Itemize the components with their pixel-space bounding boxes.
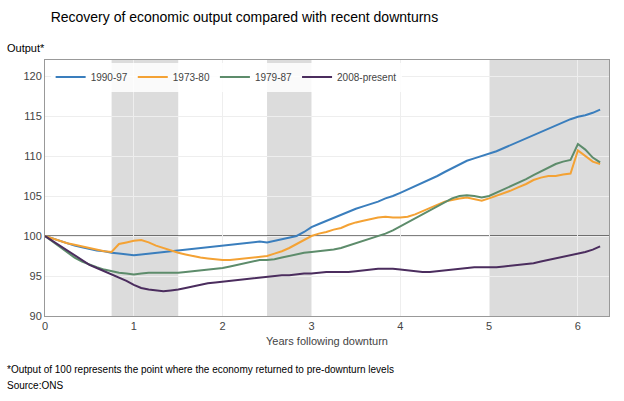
svg-text:Recovery of economic output co: Recovery of economic output compared wit…: [51, 9, 439, 25]
svg-text:95: 95: [30, 270, 42, 282]
svg-text:3: 3: [308, 320, 314, 332]
svg-text:120: 120: [23, 70, 41, 82]
svg-text:115: 115: [24, 110, 42, 122]
svg-text:*Output of 100 represents the: *Output of 100 represents the point wher…: [7, 364, 394, 375]
svg-text:Source:ONS: Source:ONS: [7, 380, 63, 391]
svg-text:Years following downturn: Years following downturn: [266, 335, 388, 347]
svg-text:2008-present: 2008-present: [337, 72, 396, 83]
svg-text:1990-97: 1990-97: [91, 72, 128, 83]
svg-text:105: 105: [23, 190, 41, 202]
svg-text:0: 0: [42, 320, 48, 332]
svg-text:1979-87: 1979-87: [255, 72, 292, 83]
svg-text:110: 110: [24, 150, 42, 162]
svg-text:90: 90: [30, 310, 42, 322]
svg-text:1973-80: 1973-80: [173, 72, 210, 83]
svg-text:1: 1: [131, 320, 137, 332]
svg-text:2: 2: [220, 320, 226, 332]
svg-text:6: 6: [575, 320, 581, 332]
svg-text:5: 5: [486, 320, 492, 332]
svg-text:4: 4: [397, 320, 403, 332]
svg-text:Output*: Output*: [7, 42, 45, 54]
svg-text:100: 100: [23, 230, 41, 242]
